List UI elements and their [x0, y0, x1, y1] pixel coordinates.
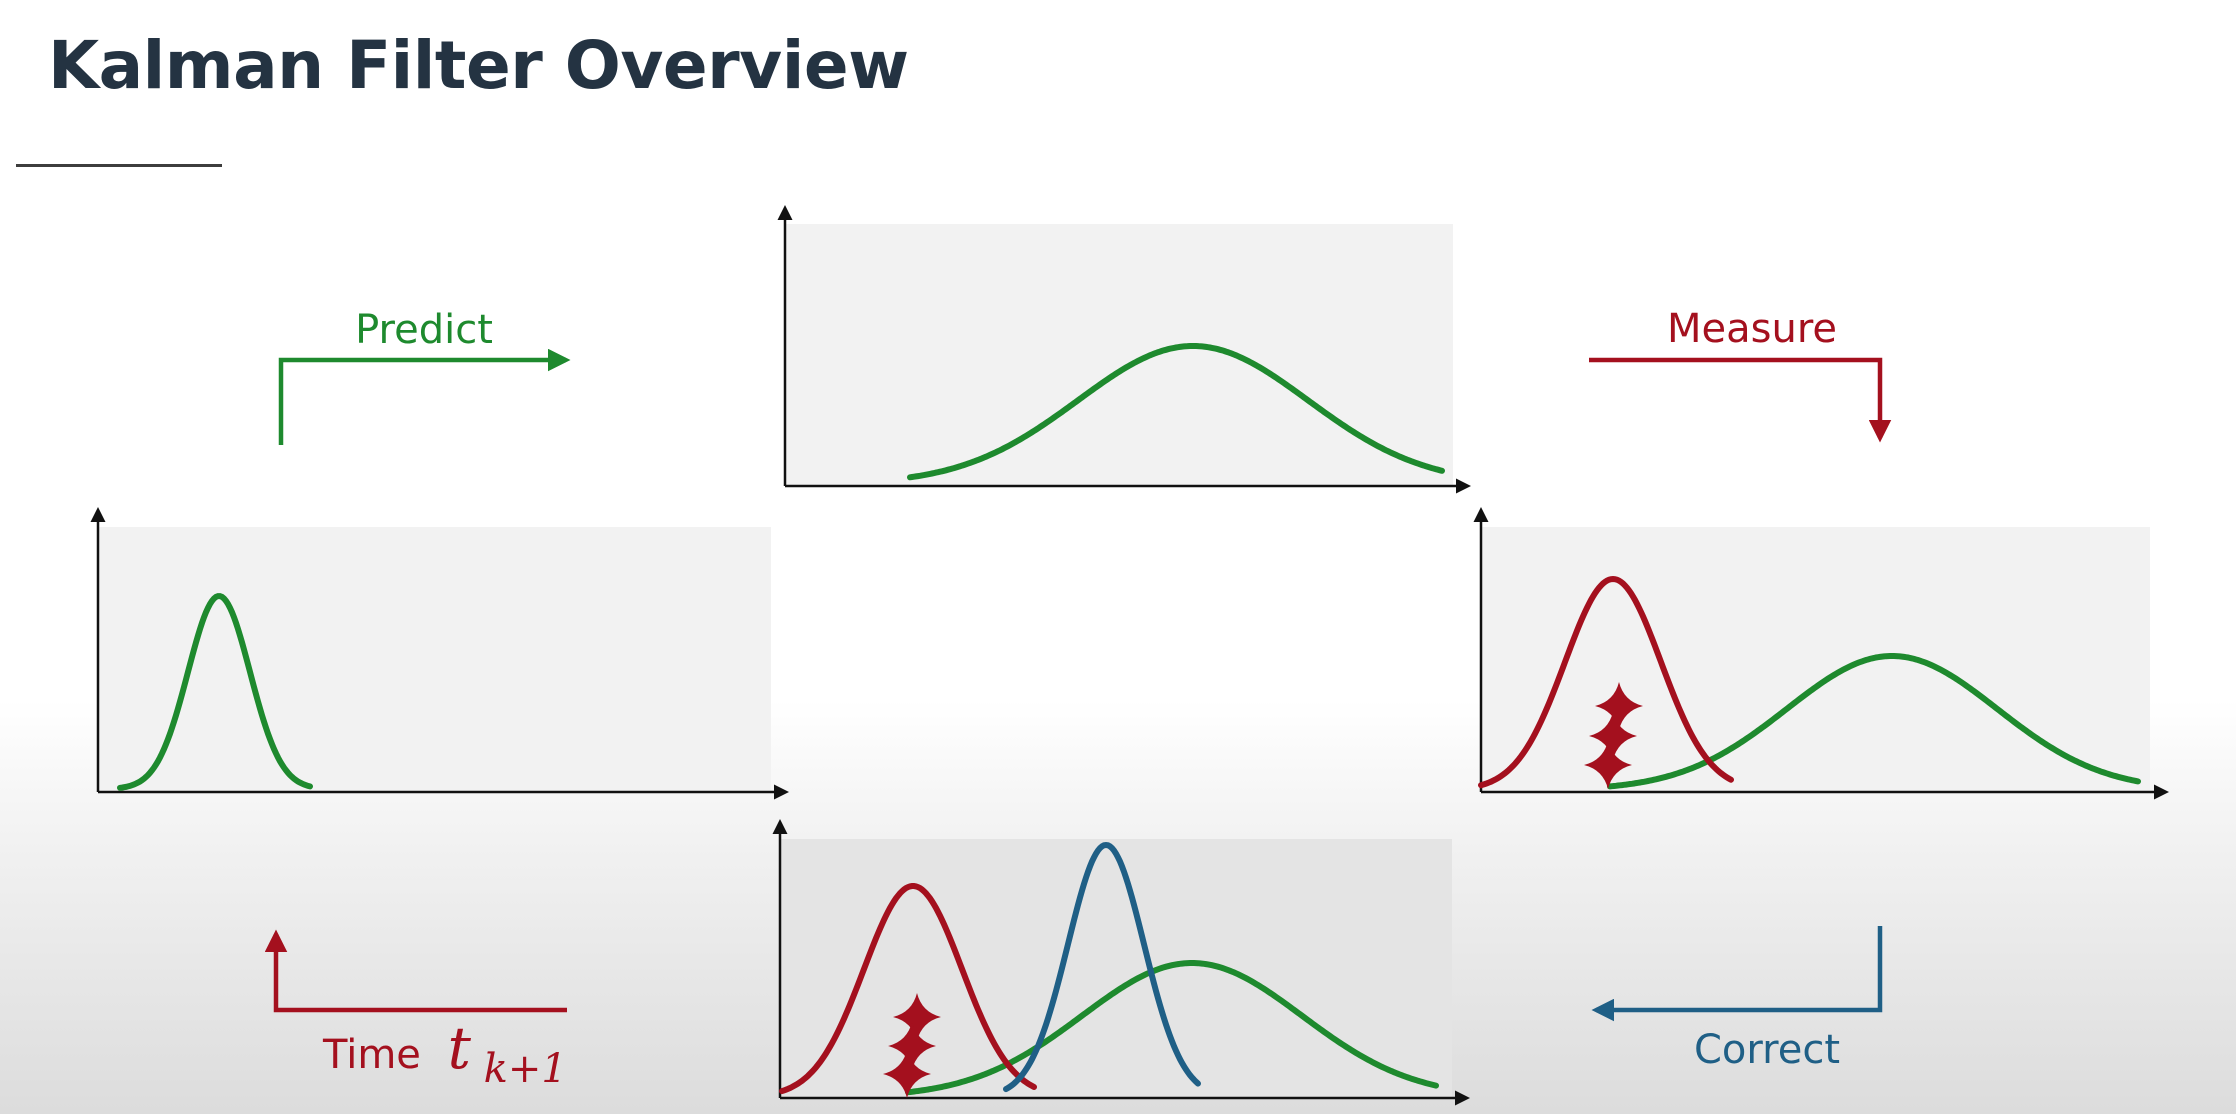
correct-arrow — [1591, 926, 1883, 1022]
slide-title: Kalman Filter Overview — [48, 27, 909, 104]
plot-background — [1481, 527, 2150, 792]
measurement-curve — [779, 883, 1037, 1095]
previous-state-plot — [90, 507, 789, 800]
predict-step: Predict — [278, 307, 571, 445]
prior-state-curve — [117, 593, 313, 791]
title-underline — [16, 164, 222, 167]
measurement-plot — [1473, 507, 2169, 800]
predict-arrow — [278, 348, 571, 445]
time-word: Time — [322, 1032, 421, 1078]
prediction-curve — [905, 960, 1439, 1096]
measure-label: Measure — [1667, 306, 1837, 352]
plot-background — [785, 224, 1453, 486]
measure-step: Measure — [1589, 306, 1892, 443]
time-label: Time t k+1 — [322, 1014, 567, 1092]
predict-label: Predict — [355, 307, 493, 353]
correct-label: Correct — [1694, 1027, 1840, 1073]
prediction-curve — [1607, 653, 2141, 790]
corrected-state-plot — [772, 819, 1470, 1106]
measure-arrow — [1589, 357, 1892, 443]
time-variable: t — [448, 1014, 472, 1082]
measurement-sparkle-icon — [883, 993, 941, 1098]
plot-background — [98, 527, 771, 792]
measurement-sparkle-icon — [1584, 682, 1643, 789]
measurement-curve — [1478, 575, 1734, 789]
correct-step: Correct — [1591, 926, 1883, 1073]
corrected-estimate-curve — [1003, 841, 1201, 1093]
predicted-state-plot — [777, 205, 1471, 494]
time-arrow — [264, 929, 567, 1013]
time-step: Time t k+1 — [264, 929, 567, 1092]
time-subscript: k+1 — [484, 1046, 567, 1092]
plot-background — [780, 839, 1452, 1097]
prediction-curve — [907, 343, 1445, 481]
